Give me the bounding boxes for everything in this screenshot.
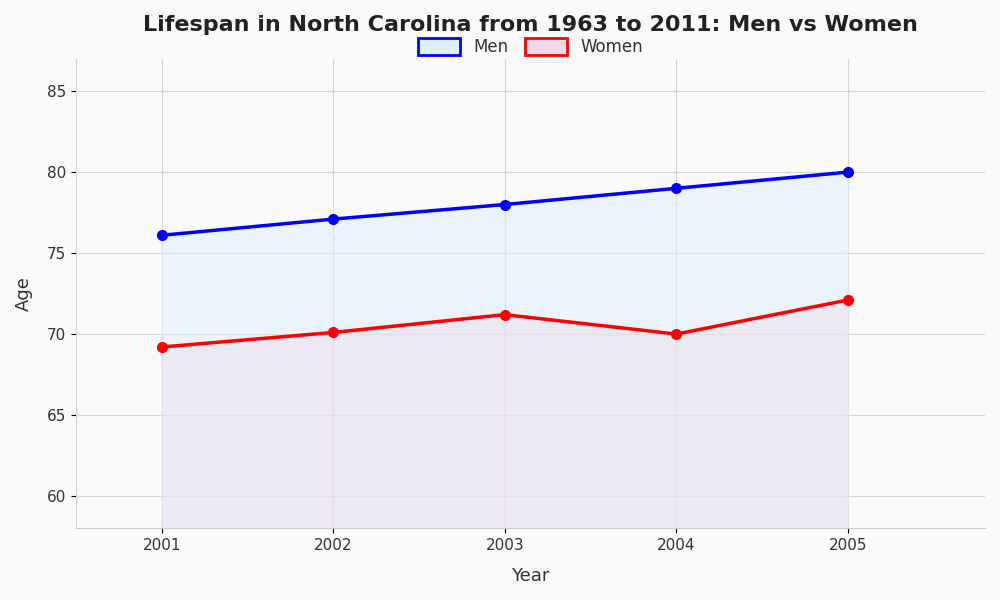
X-axis label: Year: Year [511, 567, 550, 585]
Y-axis label: Age: Age [15, 276, 33, 311]
Title: Lifespan in North Carolina from 1963 to 2011: Men vs Women: Lifespan in North Carolina from 1963 to … [143, 15, 918, 35]
Legend: Men, Women: Men, Women [410, 29, 651, 64]
